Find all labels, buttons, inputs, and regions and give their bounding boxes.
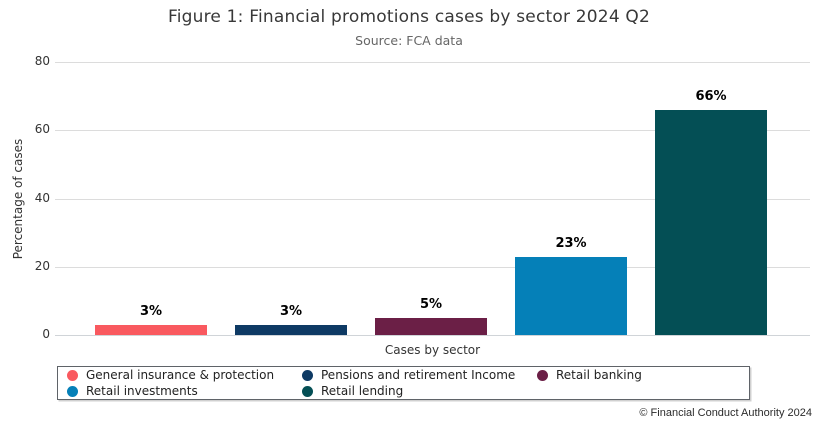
bar[interactable]: [95, 324, 207, 335]
legend-item[interactable]: General insurance & protection: [67, 368, 302, 383]
bar-value-label: 66%: [695, 88, 727, 104]
legend-marker-icon: [302, 385, 313, 397]
legend-item-label: Retail banking: [556, 367, 642, 382]
bar[interactable]: [235, 324, 347, 335]
y-tick-label: 60: [34, 122, 50, 137]
bar-value-label: 3%: [139, 303, 163, 319]
legend-item-label: General insurance & protection: [86, 367, 275, 382]
y-tick-label: 20: [34, 258, 50, 273]
copyright-notice: © Financial Conduct Authority 2024: [639, 407, 812, 419]
legend-item-label: Retail lending: [321, 383, 404, 398]
legend-item[interactable]: Retail banking: [537, 368, 749, 383]
legend-marker-icon: [537, 369, 548, 381]
bar[interactable]: [655, 109, 767, 335]
gridline: [55, 198, 810, 200]
gridline: [55, 130, 810, 132]
bar[interactable]: [515, 256, 627, 335]
legend-item-label: Pensions and retirement Income: [321, 367, 516, 382]
bar-value-label: 23%: [555, 235, 587, 251]
bar-value-label: 5%: [419, 296, 443, 312]
legend-item[interactable]: Pensions and retirement Income: [302, 368, 537, 383]
legend-marker-icon: [67, 385, 78, 397]
y-tick-label: 40: [34, 190, 50, 205]
gridline: [55, 335, 810, 336]
y-tick-label: 0: [42, 327, 50, 341]
bar-value-label: 3%: [279, 303, 303, 319]
legend-item-label: Retail investments: [86, 383, 198, 398]
gridline: [55, 62, 810, 63]
legend: General insurance & protection Pensions a…: [57, 366, 750, 400]
chart-subtitle: Source: FCA data: [355, 33, 463, 48]
legend-marker-icon: [302, 369, 313, 381]
bar[interactable]: [375, 317, 487, 335]
legend-item[interactable]: Retail investments: [67, 384, 302, 399]
x-axis-title: Cases by sector: [384, 343, 481, 357]
y-tick-label: 80: [34, 54, 50, 68]
gridline: [55, 266, 810, 268]
chart-title: Figure 1: Financial promotions cases by …: [167, 7, 651, 27]
legend-item[interactable]: Retail lending: [302, 384, 537, 399]
legend-marker-icon: [67, 369, 78, 381]
